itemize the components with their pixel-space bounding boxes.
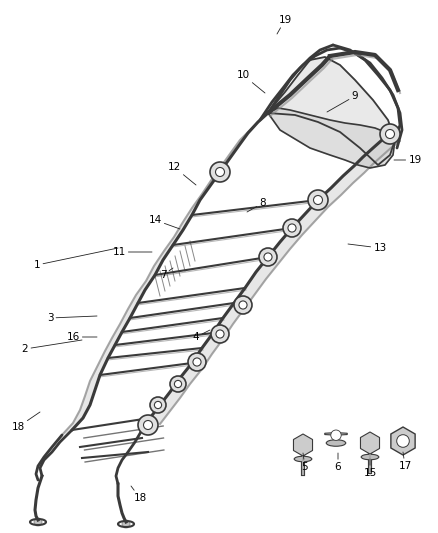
Circle shape bbox=[259, 248, 277, 266]
Circle shape bbox=[215, 167, 225, 176]
Circle shape bbox=[283, 219, 301, 237]
Text: 6: 6 bbox=[335, 453, 341, 472]
Text: 14: 14 bbox=[148, 215, 180, 229]
Circle shape bbox=[385, 130, 395, 139]
Circle shape bbox=[308, 190, 328, 210]
Text: 7: 7 bbox=[160, 268, 173, 280]
Text: 9: 9 bbox=[327, 91, 358, 112]
Polygon shape bbox=[325, 433, 347, 435]
Circle shape bbox=[150, 397, 166, 413]
Circle shape bbox=[188, 353, 206, 371]
Circle shape bbox=[210, 162, 230, 182]
Text: 1: 1 bbox=[34, 248, 118, 270]
Circle shape bbox=[239, 301, 247, 309]
Polygon shape bbox=[391, 427, 415, 455]
Circle shape bbox=[138, 415, 158, 435]
Text: 12: 12 bbox=[167, 162, 196, 185]
Polygon shape bbox=[293, 434, 313, 456]
Text: 15: 15 bbox=[364, 459, 377, 478]
Circle shape bbox=[211, 325, 229, 343]
Text: 10: 10 bbox=[237, 70, 265, 93]
Polygon shape bbox=[268, 57, 395, 165]
Polygon shape bbox=[360, 432, 379, 454]
Polygon shape bbox=[268, 108, 395, 168]
Circle shape bbox=[264, 253, 272, 261]
Text: 8: 8 bbox=[247, 198, 266, 212]
Text: 18: 18 bbox=[11, 412, 40, 432]
Circle shape bbox=[122, 520, 130, 528]
Circle shape bbox=[397, 435, 409, 447]
Circle shape bbox=[193, 358, 201, 366]
Text: 18: 18 bbox=[131, 486, 147, 503]
Ellipse shape bbox=[294, 456, 312, 462]
Circle shape bbox=[170, 376, 186, 392]
Circle shape bbox=[314, 196, 322, 205]
Polygon shape bbox=[62, 113, 268, 435]
Text: 19: 19 bbox=[394, 155, 422, 165]
Text: 17: 17 bbox=[399, 452, 412, 471]
Text: 16: 16 bbox=[67, 332, 97, 342]
Circle shape bbox=[216, 330, 224, 338]
Text: 13: 13 bbox=[348, 243, 387, 253]
Circle shape bbox=[174, 381, 182, 387]
Text: 2: 2 bbox=[22, 340, 82, 354]
Circle shape bbox=[380, 124, 400, 144]
Text: 4: 4 bbox=[193, 330, 210, 342]
Circle shape bbox=[144, 421, 152, 430]
Text: 5: 5 bbox=[302, 453, 308, 472]
Circle shape bbox=[234, 296, 252, 314]
Text: 3: 3 bbox=[47, 313, 97, 323]
Text: 19: 19 bbox=[277, 15, 292, 34]
Circle shape bbox=[34, 518, 42, 526]
Circle shape bbox=[288, 224, 296, 232]
Ellipse shape bbox=[361, 454, 379, 460]
Circle shape bbox=[331, 430, 341, 440]
Circle shape bbox=[155, 401, 162, 409]
Polygon shape bbox=[150, 134, 400, 424]
Ellipse shape bbox=[326, 440, 346, 446]
Text: 11: 11 bbox=[113, 247, 152, 257]
